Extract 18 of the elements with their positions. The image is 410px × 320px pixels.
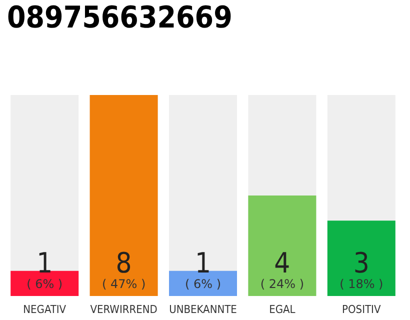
bar [169,270,237,296]
x-tick-label: UNBEKANNTE [169,303,237,316]
x-tick-label: POSITIV [342,303,381,316]
annotation: ( 24% ) [260,277,304,291]
annotation: ( 18% ) [340,277,384,291]
annotation: ( 6% ) [184,277,222,291]
x-tick-label: EGAL [269,303,296,316]
chart-title: 089756632669 [7,0,232,36]
annotation: ( 6% ) [26,277,63,291]
data-label: 8 [116,246,132,280]
data-label: 1 [194,246,212,280]
bar [10,270,79,296]
annotation: ( 47% ) [102,277,146,291]
x-tick-label: NEGATIV [23,303,66,316]
data-label: 3 [353,246,370,280]
data-label: 4 [274,246,290,280]
data-label: 1 [36,246,53,280]
x-tick-label: VERWIRREND [90,303,158,316]
